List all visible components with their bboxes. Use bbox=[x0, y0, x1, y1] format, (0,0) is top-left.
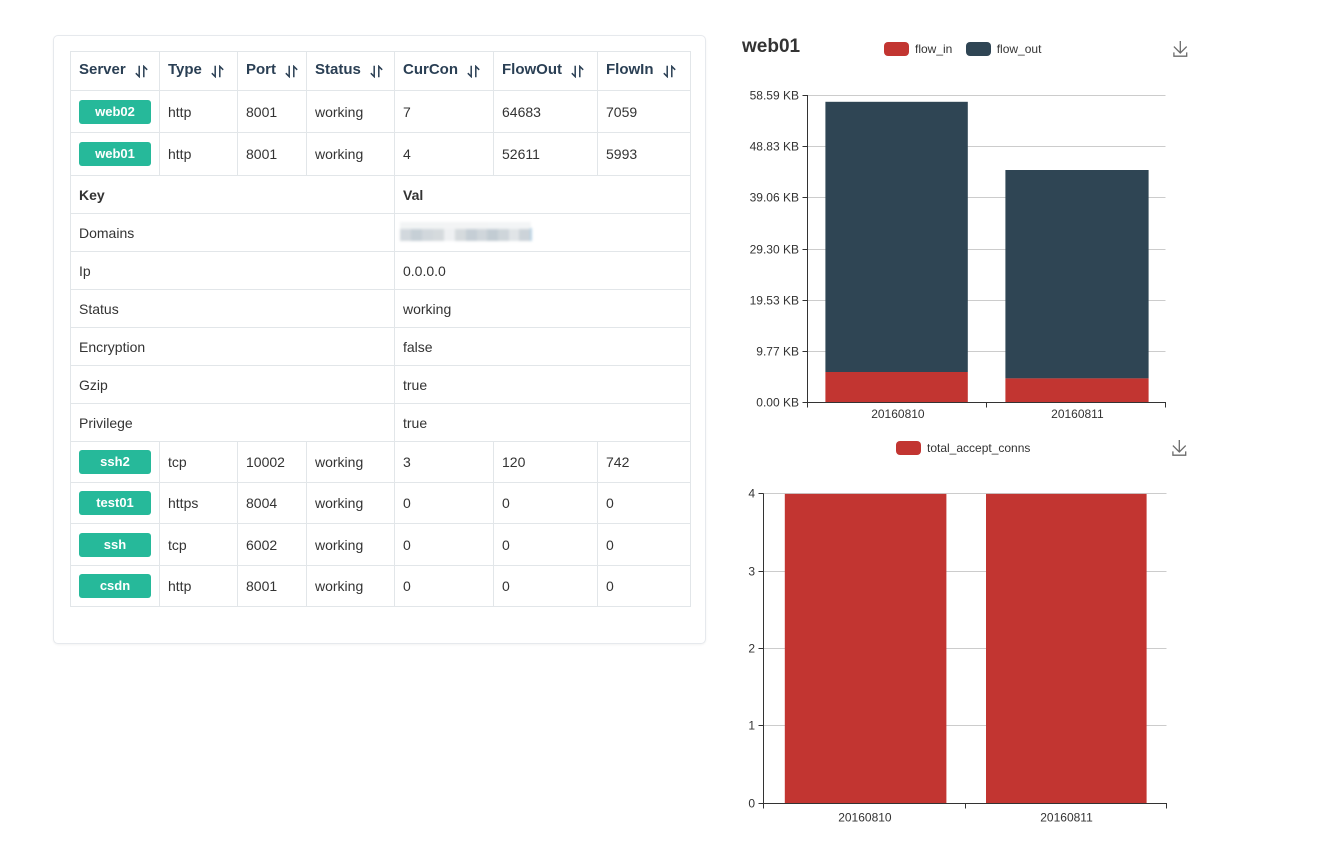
svg-text:0: 0 bbox=[748, 797, 755, 811]
svg-text:3: 3 bbox=[748, 565, 755, 579]
svg-text:20160810: 20160810 bbox=[838, 811, 892, 825]
svg-text:58.59 KB: 58.59 KB bbox=[750, 89, 799, 103]
svg-text:29.30 KB: 29.30 KB bbox=[750, 243, 799, 257]
svg-text:2: 2 bbox=[748, 642, 755, 656]
svg-text:1: 1 bbox=[748, 719, 755, 733]
svg-text:0.00 KB: 0.00 KB bbox=[756, 396, 799, 410]
svg-text:20160810: 20160810 bbox=[871, 407, 925, 421]
svg-text:20160811: 20160811 bbox=[1040, 811, 1093, 825]
svg-text:4: 4 bbox=[748, 487, 755, 501]
svg-text:48.83 KB: 48.83 KB bbox=[750, 140, 799, 154]
svg-text:19.53 KB: 19.53 KB bbox=[750, 294, 799, 308]
svg-text:20160811: 20160811 bbox=[1051, 407, 1104, 421]
svg-text:9.77 KB: 9.77 KB bbox=[756, 345, 799, 359]
svg-text:39.06 KB: 39.06 KB bbox=[750, 191, 799, 205]
